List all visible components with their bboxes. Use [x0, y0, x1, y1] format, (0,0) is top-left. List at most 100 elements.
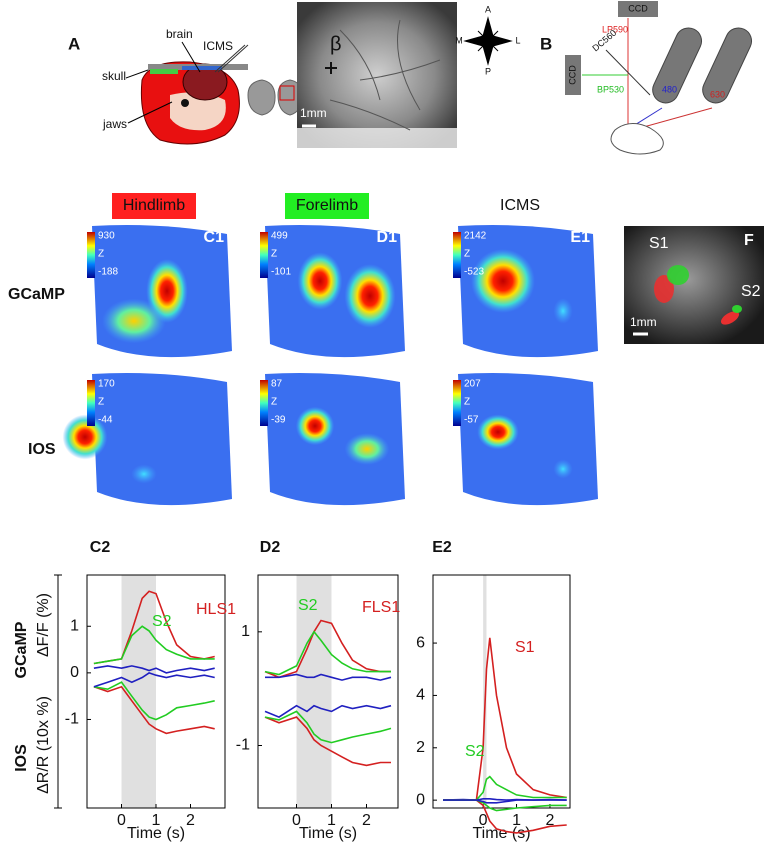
- colorbar: [260, 380, 268, 426]
- colorbar: [87, 380, 95, 426]
- colorbar-label: 170: [98, 379, 115, 390]
- y-tick-label: 1: [241, 623, 250, 640]
- row-label: IOS: [13, 744, 30, 772]
- window-photo: [297, 2, 457, 148]
- colorbar-label: Z: [464, 397, 470, 408]
- colorbar-label: 87: [271, 379, 283, 390]
- x-tick-label: 0: [117, 812, 126, 829]
- y-tick-label: -1: [236, 737, 250, 754]
- stim-period: [296, 575, 332, 808]
- map-title: ICMS: [500, 197, 540, 214]
- panel-b: B CCD CCD LP590 DC560 BP530 480 630: [540, 1, 753, 155]
- y-tick-label: -1: [65, 711, 79, 728]
- trace-label: S1: [515, 639, 535, 656]
- map-title: Hindlimb: [123, 197, 185, 214]
- compass: [463, 16, 513, 66]
- led-label: 630: [710, 89, 725, 99]
- panel-label: D2: [260, 539, 281, 556]
- activation-spot: [477, 414, 519, 450]
- light-path: [639, 107, 713, 129]
- title-highlight: [112, 193, 196, 219]
- mouse: [610, 123, 664, 155]
- vessels: [329, 19, 441, 131]
- x-axis-label: Time (s): [127, 825, 185, 842]
- x-tick-label: 1: [327, 812, 336, 829]
- x-tick-label: 1: [152, 812, 161, 829]
- hindlimb-area: [654, 275, 674, 303]
- activation-map: [92, 373, 232, 506]
- window-edge: [297, 128, 457, 148]
- activation-spot: [131, 464, 157, 484]
- y-tick-label: 0: [416, 791, 425, 808]
- x-axis-label: Time (s): [472, 825, 530, 842]
- trace-label: S2: [465, 743, 485, 760]
- row-label: IOS: [28, 441, 56, 458]
- trace: [93, 685, 215, 735]
- trace: [264, 716, 391, 767]
- compass-label: P: [485, 66, 491, 76]
- row-label: GCaMP: [13, 621, 30, 678]
- glass: [182, 66, 222, 70]
- filter-label: LP590: [602, 24, 628, 34]
- colorbar-label: 207: [464, 379, 481, 390]
- panel-label: B: [540, 34, 552, 53]
- x-tick-label: 2: [362, 812, 371, 829]
- y-tick-label: 1: [70, 617, 79, 634]
- annotation: jaws: [102, 117, 127, 131]
- led: [652, 27, 703, 104]
- colorbar-label: Z: [271, 397, 277, 408]
- y-tick-label: 6: [416, 634, 425, 651]
- activation-spot: [344, 264, 396, 328]
- activation-spot: [553, 298, 573, 324]
- trace: [443, 775, 567, 801]
- activation-spot: [553, 459, 573, 479]
- electrode: [217, 44, 249, 73]
- cement: [150, 69, 178, 74]
- pointer: [127, 101, 173, 124]
- annotation: skull: [102, 69, 126, 83]
- trace: [93, 681, 215, 721]
- window-outline: [279, 85, 295, 101]
- hindlimb-area: [720, 311, 740, 325]
- axis-label: ΔF/F (%): [35, 593, 52, 657]
- colorbar-label: Z: [98, 397, 104, 408]
- trace: [443, 799, 567, 804]
- trace: [264, 630, 391, 676]
- trace: [93, 672, 215, 688]
- panel-label: C2: [90, 539, 111, 556]
- filter-label: BP530: [597, 84, 624, 94]
- panel-label: E1: [570, 229, 590, 246]
- title-highlight: [285, 193, 369, 219]
- colorbar-label: Z: [271, 249, 277, 260]
- plot-frame: [257, 574, 399, 809]
- trace-label: FLS1: [362, 599, 400, 616]
- trace: [264, 619, 391, 679]
- colorbar-label: -39: [271, 415, 286, 426]
- colorbar: [260, 232, 268, 278]
- panel-label: D1: [377, 229, 398, 246]
- colorbar-label: -188: [98, 267, 118, 278]
- map-title: Forelimb: [296, 197, 358, 214]
- x-tick-label: 1: [512, 812, 521, 829]
- bregma-mark: [325, 62, 337, 74]
- pointer: [125, 69, 149, 79]
- annotation: ICMS: [203, 39, 233, 53]
- electrode: [214, 44, 246, 73]
- trace-label: HLS1: [196, 601, 236, 618]
- trace: [93, 665, 215, 674]
- y-tick-label: 4: [416, 687, 425, 704]
- pointer: [181, 41, 201, 73]
- camera-label: CCD: [567, 65, 577, 85]
- camera-label: CCD: [628, 3, 648, 13]
- colorbar: [453, 380, 461, 426]
- scale-label: 1mm: [300, 106, 327, 120]
- dichroic: [605, 49, 651, 96]
- colorbar-label: 2142: [464, 231, 487, 242]
- trace-label: S2: [152, 613, 172, 630]
- x-tick-label: 0: [479, 812, 488, 829]
- ear-drawing: [181, 99, 189, 107]
- colorbar: [453, 232, 461, 278]
- activation-spot: [297, 252, 343, 310]
- area-label: S1: [649, 235, 669, 252]
- forelimb-area: [667, 265, 689, 285]
